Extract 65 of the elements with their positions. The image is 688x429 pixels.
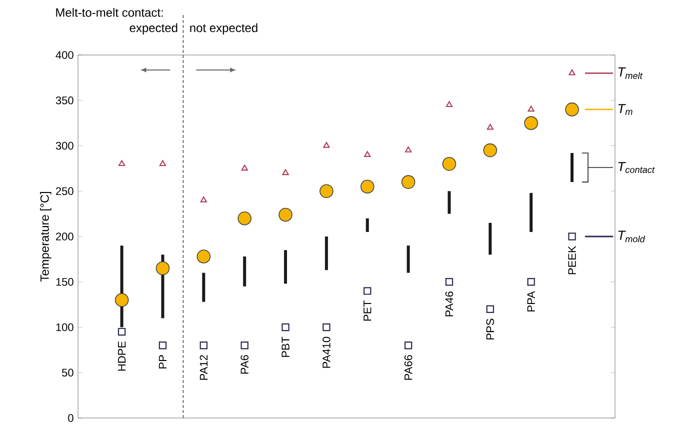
point — [323, 142, 330, 148]
point — [241, 164, 248, 171]
x-tick-label: PA66 — [404, 355, 412, 380]
point — [322, 323, 330, 332]
y-tick-label: 300 — [56, 142, 74, 150]
y-tick-label: 100 — [56, 323, 74, 332]
point — [483, 143, 498, 158]
point — [118, 328, 126, 336]
y-tick-label: 150 — [56, 278, 74, 286]
x-tick-label: PPA — [527, 291, 535, 312]
point — [158, 342, 167, 350]
x-tick-label: PET — [364, 300, 372, 321]
y-axis-title: Temperature [°C] — [40, 192, 52, 282]
y-tick-label: 250 — [56, 187, 74, 196]
point — [238, 211, 252, 226]
point — [156, 261, 170, 276]
point — [565, 102, 579, 116]
x-tick-label: PA410 — [322, 336, 330, 368]
point — [486, 124, 494, 130]
x-tick-label: PPS — [486, 318, 494, 340]
point — [401, 175, 416, 189]
point — [568, 232, 576, 240]
y-tick-label: 0 — [68, 414, 74, 422]
x-tick-label: PBT — [282, 336, 290, 357]
x-tick-label: PA6 — [240, 355, 248, 374]
point — [282, 169, 289, 176]
point — [568, 69, 576, 76]
point — [360, 180, 374, 194]
point — [442, 157, 456, 171]
y-tick-label: 350 — [56, 96, 74, 104]
text: not expected — [190, 23, 258, 34]
text: Melt-to-melt contact: — [56, 8, 163, 17]
y-tick-label: 200 — [56, 232, 74, 240]
point — [445, 278, 454, 286]
legend-label: T$_{melt}$ — [618, 67, 643, 79]
text: expected — [130, 23, 178, 34]
point — [446, 101, 453, 108]
point — [486, 305, 494, 313]
point — [524, 116, 538, 130]
point — [404, 342, 412, 350]
point — [240, 342, 248, 350]
point — [196, 250, 211, 264]
point — [200, 342, 208, 350]
x-tick-label: PA46 — [445, 292, 454, 316]
y-tick-label: 400 — [56, 51, 74, 59]
legend-label: T$_{contact}$ — [618, 162, 655, 173]
point — [114, 293, 129, 307]
legend-label: T$_{mold}$ — [618, 230, 646, 242]
x-tick-label: PA12 — [200, 355, 208, 380]
point — [282, 323, 290, 332]
point — [118, 160, 126, 166]
x-tick-label: HDPE — [118, 341, 126, 371]
point — [200, 196, 207, 202]
x-tick-label: PP — [158, 355, 167, 368]
point — [320, 184, 334, 198]
x-tick-label: PEEK — [568, 246, 576, 274]
point — [528, 106, 534, 112]
point — [364, 287, 372, 295]
point — [527, 278, 535, 286]
point — [364, 151, 371, 157]
y-tick-label: 50 — [62, 368, 74, 377]
legend-label: T$_{m}$ — [618, 104, 632, 115]
point — [159, 160, 166, 166]
point — [278, 208, 292, 222]
point — [404, 146, 412, 152]
